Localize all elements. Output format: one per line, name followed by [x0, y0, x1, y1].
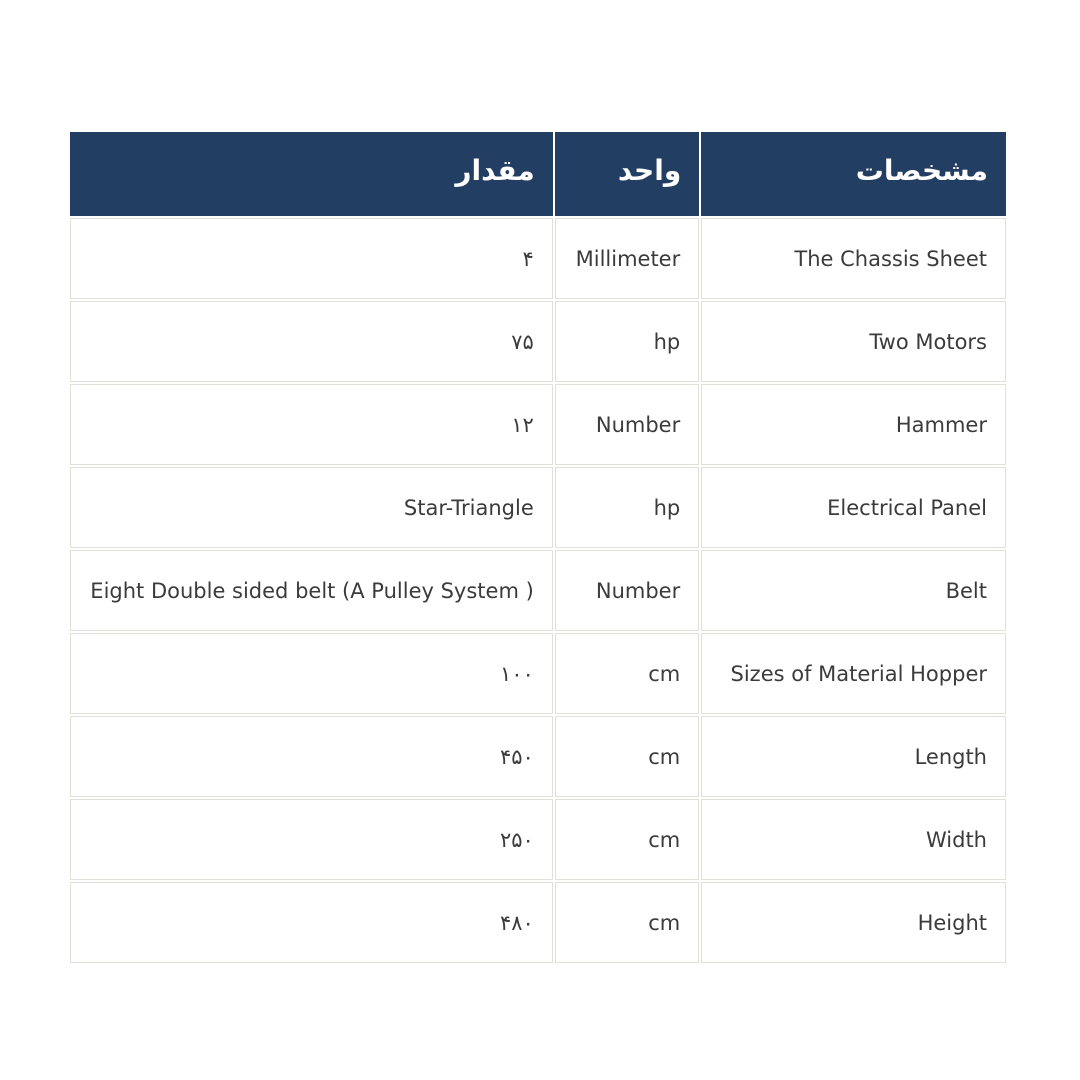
cell-spec: Height	[701, 882, 1006, 963]
cell-value: ۴۵۰	[70, 716, 553, 797]
cell-unit: Millimeter	[554, 218, 700, 299]
cell-spec: Hammer	[701, 384, 1006, 465]
specifications-table: مقدار واحد مشخصات ۴ Millimeter The Chassis…	[68, 130, 1008, 965]
cell-spec: Sizes of Material Hopper	[701, 633, 1006, 714]
specifications-table-container: مقدار واحد مشخصات ۴ Millimeter The Chassis…	[68, 130, 1008, 965]
cell-value: ۲۵۰	[70, 799, 553, 880]
cell-unit: Number	[554, 550, 700, 631]
cell-unit: Number	[554, 384, 700, 465]
table-row: ۴۵۰ cm Length	[70, 716, 1006, 797]
table-body: ۴ Millimeter The Chassis Sheet ۷۵ hp Two Moto…	[70, 218, 1006, 963]
header-row: مقدار واحد مشخصات	[70, 132, 1006, 216]
cell-unit: hp	[554, 467, 700, 548]
table-row: ۴۸۰ cm Height	[70, 882, 1006, 963]
cell-value: ۴	[70, 218, 553, 299]
table-header: مقدار واحد مشخصات	[70, 132, 1006, 216]
table-row: ۱۰۰ cm Sizes of Material Hopper	[70, 633, 1006, 714]
column-header-unit: واحد	[554, 132, 700, 216]
cell-value: ۱۲	[70, 384, 553, 465]
table-row: Eight Double sided belt (A Pulley System…	[70, 550, 1006, 631]
column-header-spec: مشخصات	[701, 132, 1006, 216]
cell-value: Star-Triangle	[70, 467, 553, 548]
table-row: ۲۵۰ cm Width	[70, 799, 1006, 880]
cell-unit: cm	[554, 882, 700, 963]
cell-value: Eight Double sided belt (A Pulley System…	[70, 550, 553, 631]
cell-unit: cm	[554, 633, 700, 714]
column-header-value: مقدار	[70, 132, 553, 216]
cell-spec: Two Motors	[701, 301, 1006, 382]
cell-spec: The Chassis Sheet	[701, 218, 1006, 299]
cell-spec: Electrical Panel	[701, 467, 1006, 548]
table-row: ۷۵ hp Two Motors	[70, 301, 1006, 382]
cell-spec: Width	[701, 799, 1006, 880]
cell-value: ۴۸۰	[70, 882, 553, 963]
table-row: ۴ Millimeter The Chassis Sheet	[70, 218, 1006, 299]
cell-spec: Length	[701, 716, 1006, 797]
cell-spec: Belt	[701, 550, 1006, 631]
cell-unit: hp	[554, 301, 700, 382]
cell-unit: cm	[554, 716, 700, 797]
table-row: ۱۲ Number Hammer	[70, 384, 1006, 465]
cell-value: ۷۵	[70, 301, 553, 382]
cell-value: ۱۰۰	[70, 633, 553, 714]
table-row: Star-Triangle hp Electrical Panel	[70, 467, 1006, 548]
cell-unit: cm	[554, 799, 700, 880]
